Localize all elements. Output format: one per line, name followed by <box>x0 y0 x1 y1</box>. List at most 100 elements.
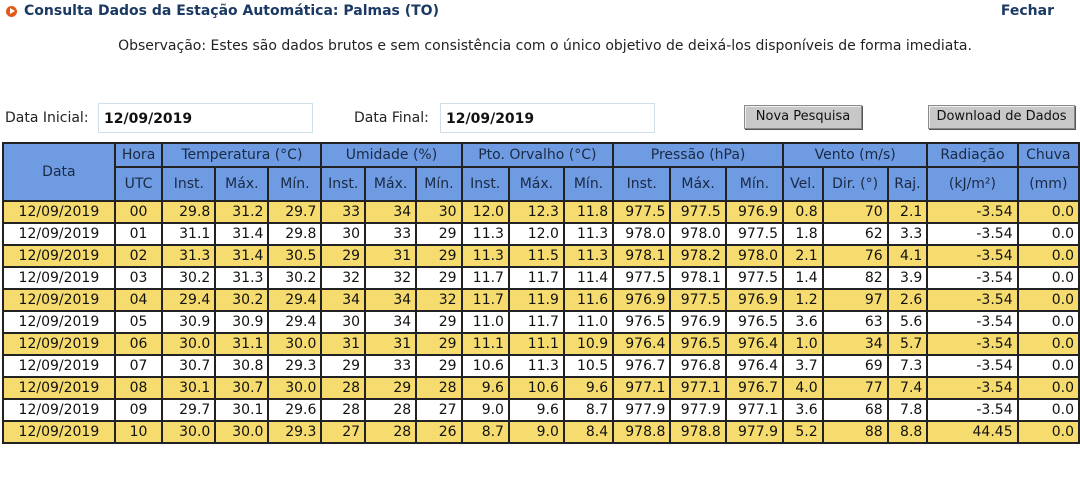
value-cell: 3.3 <box>886 222 929 246</box>
end-date-label: Data Final: <box>354 110 429 126</box>
date-cell: 12/09/2019 <box>2 398 116 422</box>
header-vento: Vento (m/s) <box>782 142 929 168</box>
table-row: 12/09/2019 08 30.1 30.7 30.0 28 29 28 9.6 10.6 9.6… <box>2 376 1080 400</box>
value-cell: 0.0 <box>1016 310 1080 334</box>
value-cell: 33 <box>364 222 418 246</box>
value-cell: 1.4 <box>782 266 824 290</box>
value-cell: 11.8 <box>562 200 615 224</box>
date-cell: 12/09/2019 <box>2 354 116 378</box>
hour-cell: 06 <box>113 332 164 356</box>
subheader-5: Inst. <box>320 166 367 202</box>
value-cell: 0.0 <box>1016 266 1080 290</box>
value-cell: 3.6 <box>782 310 824 334</box>
value-cell: 977.5 <box>669 200 727 224</box>
value-cell: 29 <box>364 376 418 400</box>
value-cell: 33 <box>320 200 367 224</box>
value-cell: 28 <box>320 398 367 422</box>
value-cell: 0.0 <box>1016 288 1080 312</box>
value-cell: 88 <box>821 420 889 444</box>
value-cell: 27 <box>320 420 367 444</box>
value-cell: 10.6 <box>460 354 510 378</box>
value-cell: 29.3 <box>267 420 323 444</box>
date-cell: 12/09/2019 <box>2 376 116 400</box>
table-row: 12/09/2019 01 31.1 31.4 29.8 30 33 29 11.3 12.0 11… <box>2 222 1080 246</box>
date-cell: 12/09/2019 <box>2 310 116 334</box>
hour-cell: 00 <box>113 200 164 224</box>
start-date-field[interactable]: 12/09/2019 <box>98 103 313 133</box>
table-row: 12/09/2019 05 30.9 30.9 29.4 30 34 29 11.0 11.7 11… <box>2 310 1080 334</box>
value-cell: 11.7 <box>507 310 565 334</box>
value-cell: -3.54 <box>926 332 1019 356</box>
table-row: 12/09/2019 06 30.0 31.1 30.0 31 31 29 11.1 11.1 10… <box>2 332 1080 356</box>
value-cell: 11.3 <box>460 222 510 246</box>
value-cell: 32 <box>415 288 463 312</box>
hour-cell: 07 <box>113 354 164 378</box>
value-cell: -3.54 <box>926 222 1019 246</box>
value-cell: 976.7 <box>612 354 672 378</box>
value-cell: 978.1 <box>669 266 727 290</box>
value-cell: 978.1 <box>612 244 672 268</box>
table-row: 12/09/2019 07 30.7 30.8 29.3 29 33 29 10.6 11.3 10… <box>2 354 1080 378</box>
value-cell: 977.1 <box>612 376 672 400</box>
value-cell: 29.6 <box>267 398 323 422</box>
end-date-field[interactable]: 12/09/2019 <box>440 103 655 133</box>
value-cell: 27 <box>415 398 463 422</box>
title-bar: Consulta Dados da Estação Automática: Pa… <box>6 2 1074 22</box>
table-row: 12/09/2019 02 31.3 31.4 30.5 29 31 29 11.3 11.5 11… <box>2 244 1080 268</box>
hour-cell: 02 <box>113 244 164 268</box>
value-cell: 5.6 <box>886 310 929 334</box>
value-cell: 8.7 <box>460 420 510 444</box>
date-cell: 12/09/2019 <box>2 244 116 268</box>
value-cell: 2.6 <box>886 288 929 312</box>
value-cell: 30.0 <box>161 420 217 444</box>
value-cell: 976.4 <box>724 332 785 356</box>
table-row: 12/09/2019 03 30.2 31.3 30.2 32 32 29 11.7 11.7 11… <box>2 266 1080 290</box>
value-cell: 32 <box>320 266 367 290</box>
value-cell: 9.6 <box>562 376 615 400</box>
value-cell: -3.54 <box>926 398 1019 422</box>
subheader-12: Máx. <box>669 166 727 202</box>
value-cell: 976.9 <box>612 288 672 312</box>
value-cell: 976.5 <box>669 332 727 356</box>
value-cell: 7.8 <box>886 398 929 422</box>
value-cell: 30.2 <box>267 266 323 290</box>
date-cell: 12/09/2019 <box>2 420 116 444</box>
value-cell: 9.6 <box>460 376 510 400</box>
value-cell: 7.3 <box>886 354 929 378</box>
subheader-8: Inst. <box>460 166 510 202</box>
close-link[interactable]: Fechar <box>1000 3 1054 19</box>
value-cell: 30.0 <box>267 376 323 400</box>
value-cell: 30 <box>415 200 463 224</box>
value-cell: 978.8 <box>612 420 672 444</box>
value-cell: 82 <box>821 266 889 290</box>
new-search-button[interactable]: Nova Pesquisa <box>744 105 862 129</box>
value-cell: 5.2 <box>782 420 824 444</box>
subheader-15: Dir. (°) <box>821 166 889 202</box>
value-cell: 11.7 <box>460 288 510 312</box>
value-cell: 0.0 <box>1016 244 1080 268</box>
value-cell: 33 <box>364 354 418 378</box>
value-cell: 5.7 <box>886 332 929 356</box>
value-cell: 0.0 <box>1016 398 1080 422</box>
value-cell: 34 <box>364 310 418 334</box>
observation-note: Observação: Estes são dados brutos e sem… <box>118 38 972 54</box>
download-data-button[interactable]: Download de Dados <box>928 105 1075 129</box>
value-cell: 30.7 <box>214 376 270 400</box>
date-cell: 12/09/2019 <box>2 288 116 312</box>
value-cell: 978.0 <box>612 222 672 246</box>
value-cell: 976.4 <box>724 354 785 378</box>
value-cell: 7.4 <box>886 376 929 400</box>
value-cell: 11.4 <box>562 266 615 290</box>
value-cell: 30.2 <box>161 266 217 290</box>
hour-cell: 10 <box>113 420 164 444</box>
value-cell: 29.4 <box>267 310 323 334</box>
value-cell: 12.3 <box>507 200 565 224</box>
value-cell: 29.8 <box>161 200 217 224</box>
value-cell: 11.6 <box>562 288 615 312</box>
date-cell: 12/09/2019 <box>2 200 116 224</box>
value-cell: 10.9 <box>562 332 615 356</box>
value-cell: 8.8 <box>886 420 929 444</box>
value-cell: 977.5 <box>612 200 672 224</box>
value-cell: 11.3 <box>507 354 565 378</box>
value-cell: 32 <box>364 266 418 290</box>
